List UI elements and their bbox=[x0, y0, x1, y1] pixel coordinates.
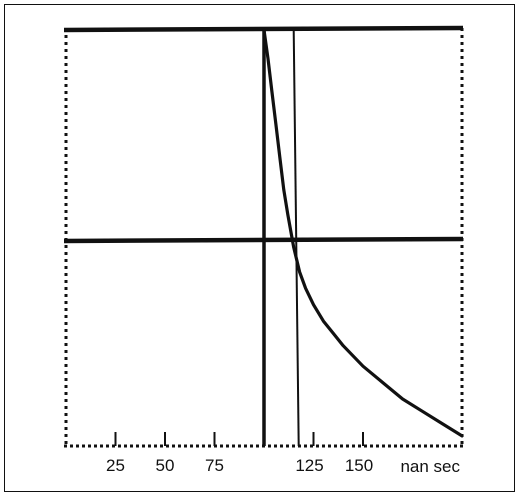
x-tick-label-25: 25 bbox=[106, 456, 125, 475]
x-tick-label-50: 50 bbox=[156, 456, 175, 475]
x-tick-label-150: 150 bbox=[345, 456, 373, 475]
x-tick-label-125: 125 bbox=[295, 456, 323, 475]
figure-frame bbox=[4, 4, 515, 492]
x-axis-unit-label: nan sec bbox=[400, 457, 460, 476]
decay-curve-0 bbox=[262, 28, 464, 438]
reference-line-115 bbox=[292, 29, 300, 447]
x-tick-label-75: 75 bbox=[205, 456, 224, 475]
